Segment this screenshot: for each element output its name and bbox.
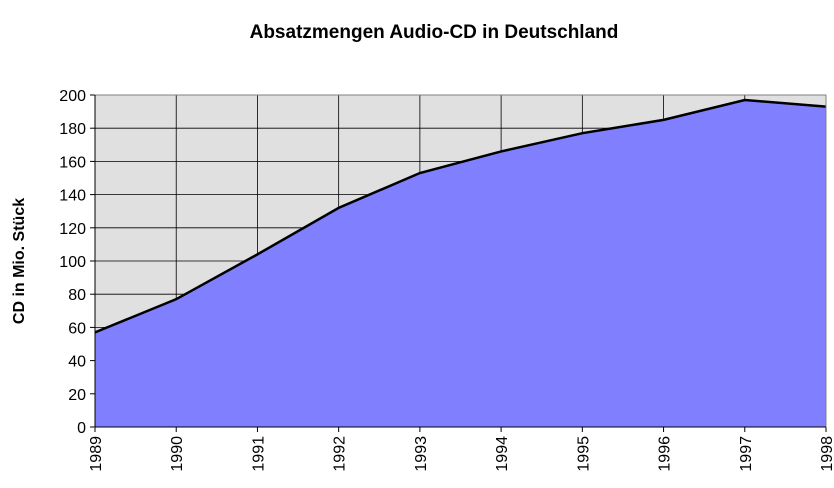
x-tick-label: 1995 xyxy=(575,436,592,472)
x-tick-label: 1996 xyxy=(657,436,674,472)
y-tick-label: 0 xyxy=(77,420,86,437)
y-tick-label: 40 xyxy=(68,354,86,371)
x-tick-label: 1994 xyxy=(494,436,511,472)
chart-title: Absatzmengen Audio-CD in Deutschland xyxy=(250,22,619,43)
x-tick-label: 1992 xyxy=(332,436,349,472)
area-line xyxy=(94,98,827,334)
y-tick-label: 20 xyxy=(68,387,86,404)
y-tick-label: 140 xyxy=(59,188,86,205)
y-tick-label: 60 xyxy=(68,320,86,337)
y-tick-label: 180 xyxy=(59,121,86,138)
x-tick-label: 1997 xyxy=(738,436,755,472)
y-tick-label: 100 xyxy=(59,254,86,271)
y-tick-label: 80 xyxy=(68,287,86,304)
y-tick-label: 120 xyxy=(59,221,86,238)
x-tick-label: 1991 xyxy=(250,436,267,472)
area xyxy=(95,99,826,427)
y-tick-label: 200 xyxy=(59,88,86,105)
y-axis-title: CD in Mio. Stück xyxy=(11,198,28,324)
x-tick-label: 1998 xyxy=(819,436,834,472)
x-tick-label: 1993 xyxy=(413,436,430,472)
x-tick-label: 1990 xyxy=(169,436,186,472)
x-tick-label: 1989 xyxy=(88,436,105,472)
y-tick-label: 160 xyxy=(59,154,86,171)
